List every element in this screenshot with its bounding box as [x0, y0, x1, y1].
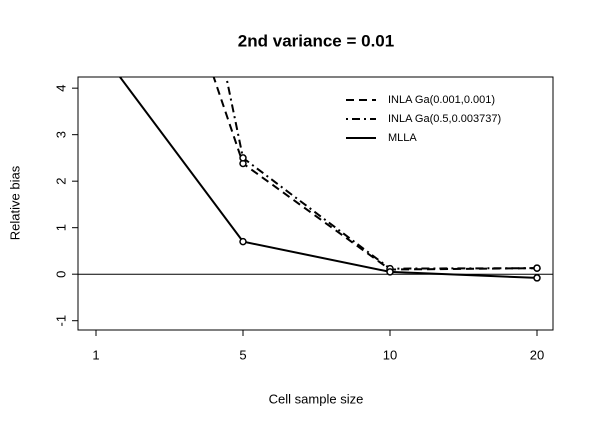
y-tick-label: 4: [53, 85, 68, 92]
x-axis-label: Cell sample size: [269, 391, 364, 406]
point: [386, 268, 394, 276]
x-tick-label: 20: [530, 347, 544, 362]
y-tick-label: 0: [53, 271, 68, 278]
legend-label: MLLA: [388, 132, 417, 144]
series-line: [118, 77, 538, 279]
legend-label: INLA Ga(0.5,0.003737): [388, 113, 501, 125]
chart-title: 2nd variance = 0.01: [238, 31, 394, 50]
point: [93, 42, 99, 48]
y-tick-label: 2: [53, 178, 68, 185]
y-tick-label: -1: [53, 315, 68, 327]
legend-label: INLA Ga(0.001,0.001): [388, 94, 495, 106]
x-tick-label: 5: [239, 347, 246, 362]
point: [533, 274, 541, 282]
plot-area: [78, 42, 553, 282]
plot-frame: [77, 76, 554, 331]
y-tick-label: 1: [53, 224, 68, 231]
point: [239, 154, 247, 162]
point: [533, 264, 541, 272]
y-axis-label: Relative bias: [7, 165, 22, 240]
x-tick-label: 10: [383, 347, 397, 362]
point: [239, 237, 247, 246]
y-tick-label: 3: [53, 131, 68, 138]
series-line: [225, 77, 538, 270]
x-tick-label: 1: [92, 347, 99, 362]
series-line: [212, 77, 538, 271]
